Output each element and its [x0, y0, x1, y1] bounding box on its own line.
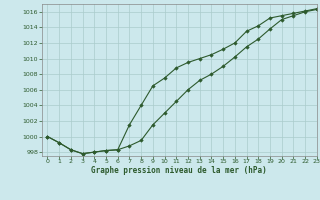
- X-axis label: Graphe pression niveau de la mer (hPa): Graphe pression niveau de la mer (hPa): [91, 166, 267, 175]
